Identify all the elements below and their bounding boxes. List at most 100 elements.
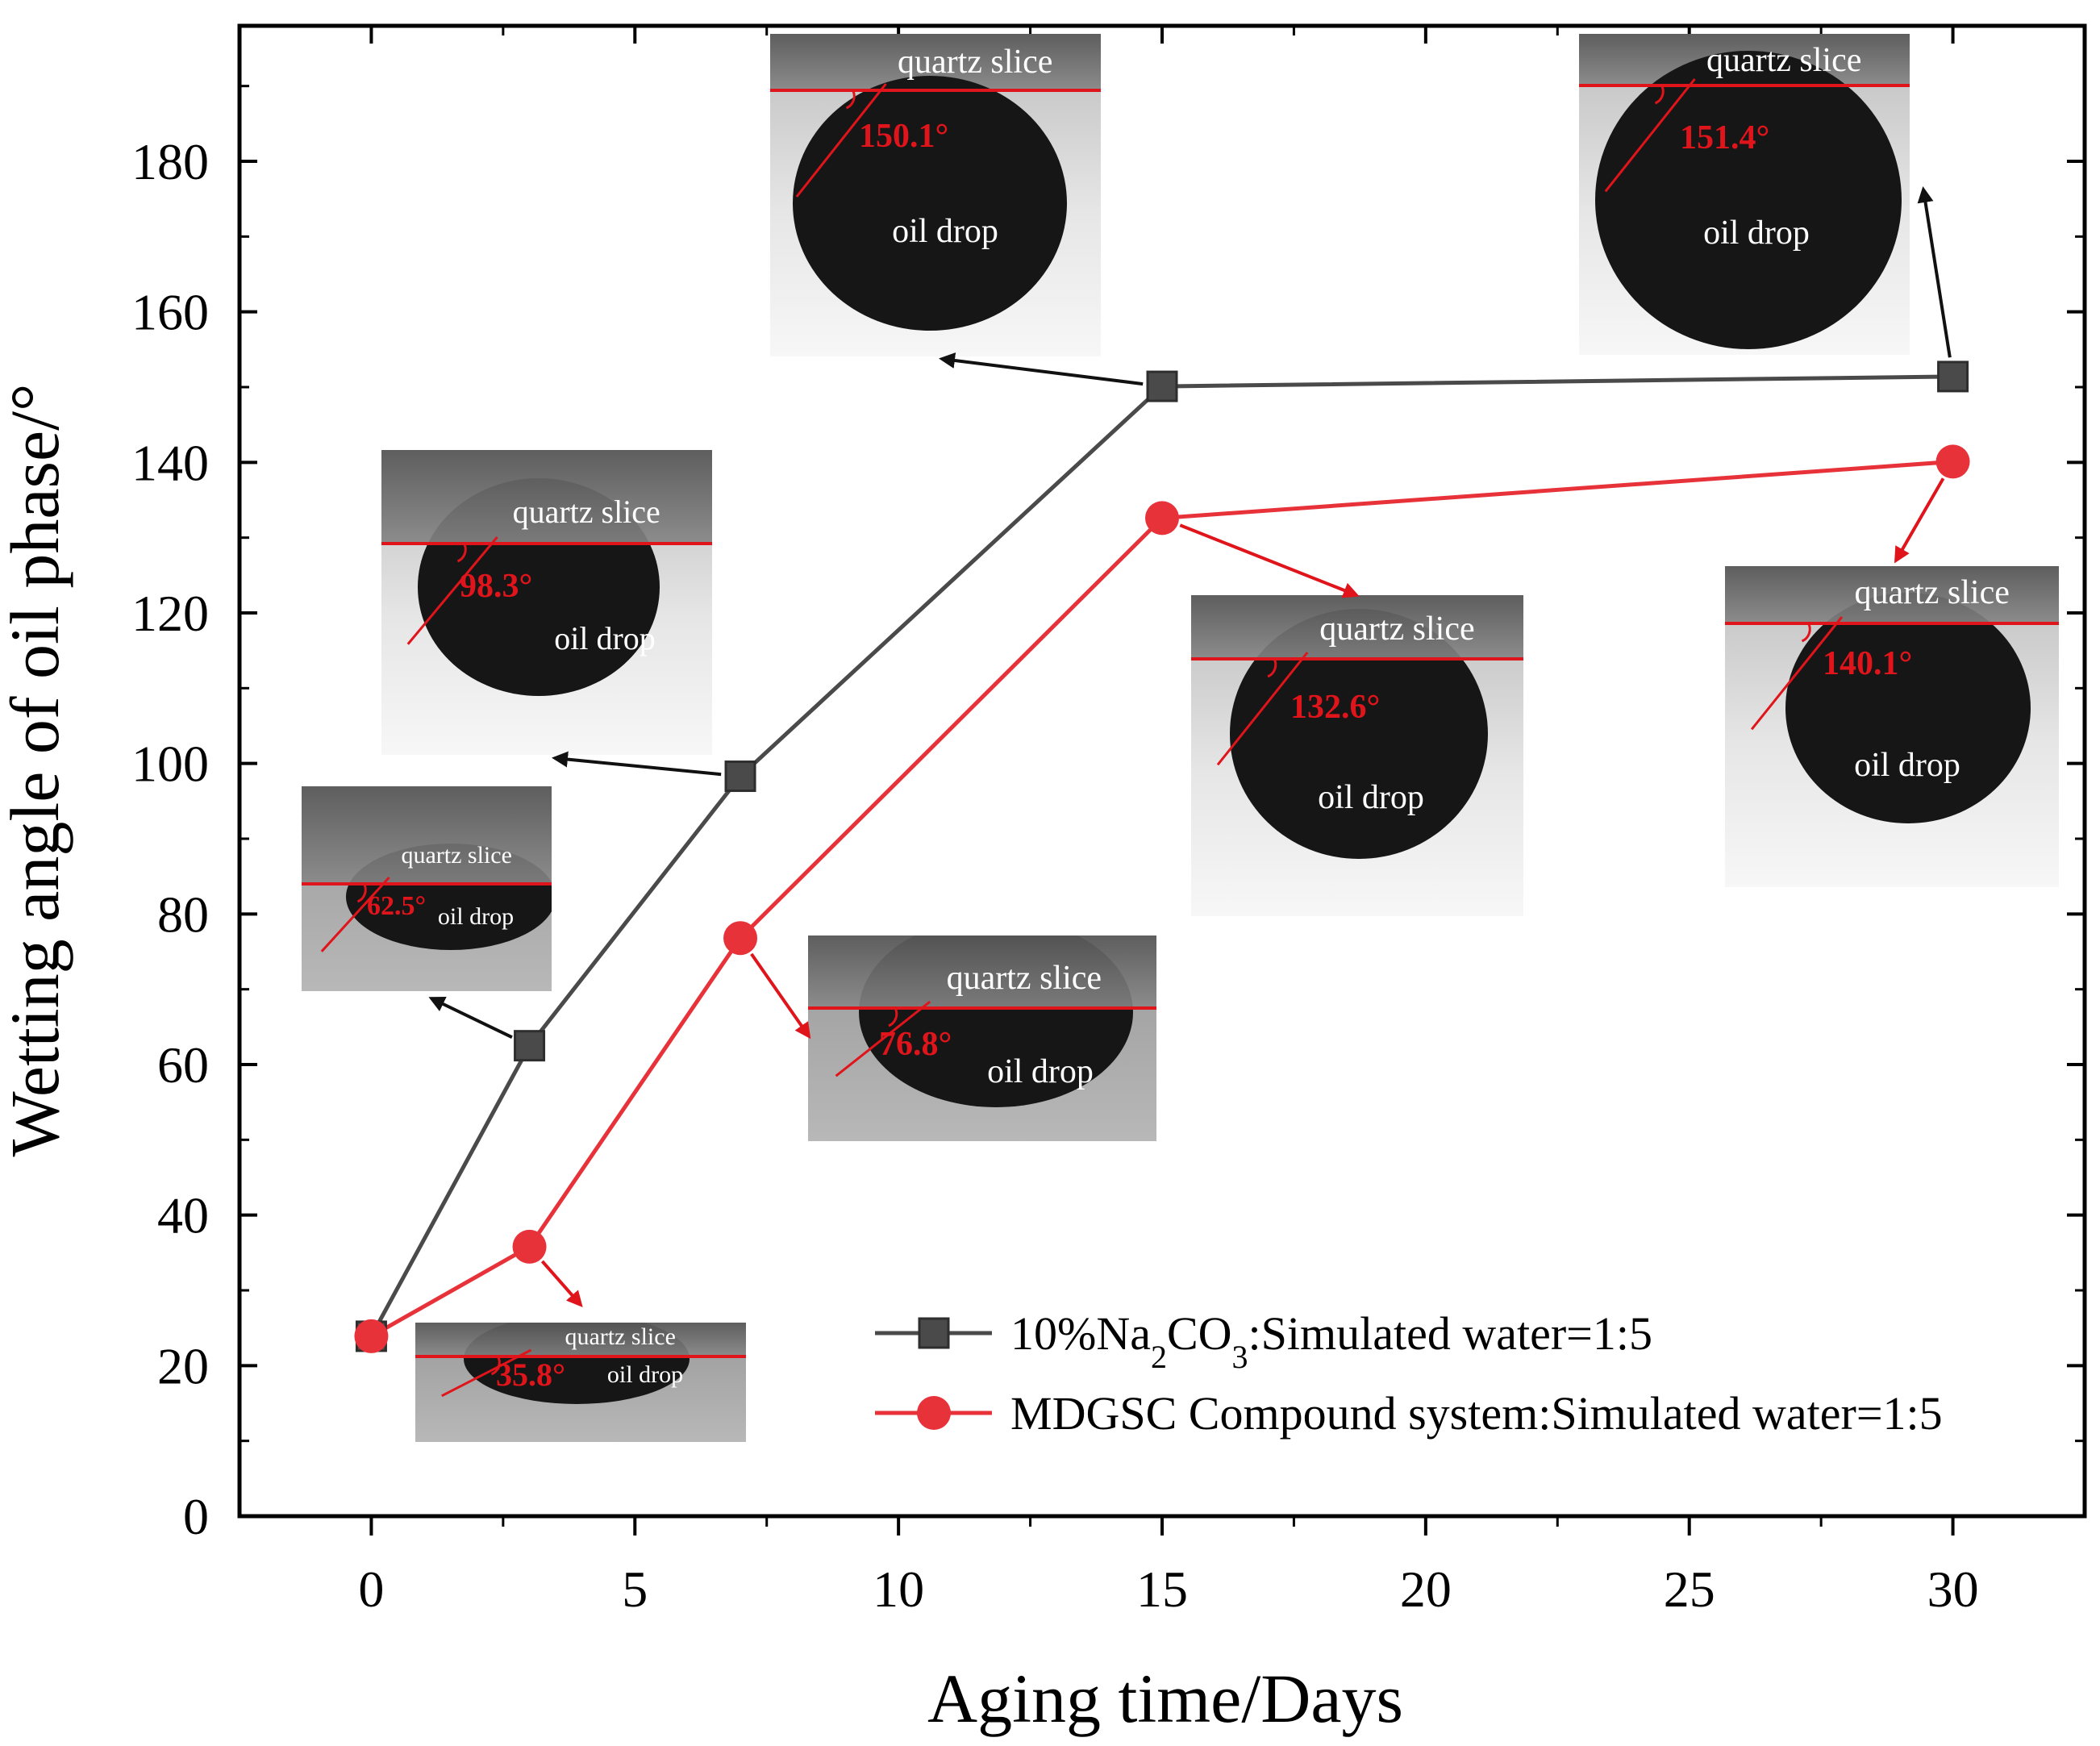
oil-drop-label: oil drop <box>438 903 514 930</box>
legend-text-part: 10%Na <box>1010 1307 1151 1360</box>
y-tick-label: 0 <box>183 1488 209 1545</box>
inset-image: quartz slice oil drop 150.1° <box>770 34 1101 356</box>
quartz-slice-label: quartz slice <box>401 842 511 869</box>
data-point-circle-day-30 <box>1935 444 1970 479</box>
x-tick-label: 10 <box>873 1561 924 1618</box>
tangent-line <box>441 1348 532 1398</box>
x-tick-label: 20 <box>1400 1561 1452 1618</box>
quartz-slice-overlay <box>1725 566 2059 623</box>
oil-drop-shape <box>1230 609 1488 859</box>
oil-drop-label: oil drop <box>1703 215 1810 252</box>
angle-arc <box>1654 85 1665 105</box>
contact-angle-value: 62.5° <box>367 891 426 921</box>
arrow-to-inset-98-3deg <box>552 751 722 777</box>
x-axis-ticks: 0 5 10 15 20 25 30 <box>358 26 1979 1618</box>
arrow-to-inset-62-5deg <box>428 996 513 1040</box>
y-tick-label: 100 <box>131 735 209 793</box>
inset-35-8deg: quartz slice oil drop 35.8° <box>415 1323 746 1442</box>
oil-drop-label: oil drop <box>607 1361 683 1388</box>
legend-label-1: MDGSC Compound system:Simulated water=1:… <box>1010 1387 1943 1440</box>
angle-arc <box>1267 658 1277 678</box>
data-point-square-day-3 <box>514 1030 546 1062</box>
legend-text-part: 2 <box>1151 1339 1167 1375</box>
quartz-slice-overlay <box>808 936 1156 1008</box>
x-tick-label: 25 <box>1664 1561 1715 1618</box>
contact-angle-value: 150.1° <box>859 118 948 155</box>
quartz-slice-label: quartz slice <box>947 960 1102 997</box>
contact-angle-value: 132.6° <box>1290 689 1380 726</box>
data-point-square-day-7 <box>724 760 756 793</box>
angle-arc <box>1801 623 1811 643</box>
oil-drop-label: oil drop <box>554 620 656 656</box>
legend-text-part: CO <box>1167 1307 1232 1360</box>
arrow-to-inset-132-6deg <box>1179 523 1360 598</box>
legend-text-part: 3 <box>1232 1339 1248 1375</box>
inset-62-5deg: quartz slice oil drop 62.5° <box>302 786 552 991</box>
tangent-line <box>1216 652 1309 766</box>
arrow-to-inset-140-1deg <box>1894 477 1945 564</box>
angle-arc <box>845 90 856 110</box>
inset-132-6deg: quartz slice oil drop 132.6° <box>1191 595 1523 916</box>
data-point-square-day-30 <box>1937 360 1969 393</box>
inset-image: quartz slice oil drop 76.8° <box>808 936 1156 1141</box>
y-tick-label: 160 <box>131 284 209 341</box>
arrow-to-inset-76-8deg <box>750 952 811 1040</box>
arrow-to-inset-35-8deg <box>540 1260 583 1308</box>
data-point-circle-day-15 <box>1145 501 1179 535</box>
quartz-slice-overlay <box>415 1323 746 1356</box>
arrow-to-inset-150-1deg <box>939 352 1144 386</box>
legend-marker-circle <box>917 1396 951 1430</box>
x-tick-label: 0 <box>358 1561 384 1618</box>
y-tick-label: 140 <box>131 434 209 491</box>
quartz-slice-overlay <box>1191 595 1523 659</box>
contact-angle-value: 76.8° <box>879 1026 952 1063</box>
tangent-line <box>1750 616 1844 731</box>
droplet-insets: quartz slice oil drop 62.5° quartz slice oil… <box>302 34 2059 1442</box>
angle-arc <box>356 883 367 903</box>
legend-text-part: MDGSC Compound system:Simulated water=1:… <box>1010 1387 1943 1440</box>
inset-image: quartz slice oil drop 140.1° <box>1725 566 2059 887</box>
inset-98-3deg: quartz slice oil drop 98.3° <box>381 450 712 755</box>
annotation-arrows <box>428 186 1952 1308</box>
inset-151-4deg: quartz slice oil drop 151.4° <box>1579 34 1910 355</box>
data-point-square-day-15 <box>1146 370 1178 402</box>
quartz-slice-label: quartz slice <box>1854 574 2009 611</box>
angle-arc <box>888 1007 898 1027</box>
tangent-line <box>795 83 887 198</box>
oil-drop-label: oil drop <box>987 1053 1094 1090</box>
y-tick-label: 80 <box>157 886 209 943</box>
y-tick-label: 20 <box>157 1337 209 1394</box>
oil-drop-label: oil drop <box>892 213 998 250</box>
legend-marker-square <box>918 1317 950 1349</box>
contact-angle-value: 140.1° <box>1823 645 1912 682</box>
data-point-circle-day-0 <box>354 1319 389 1353</box>
tangent-line <box>320 876 390 952</box>
y-tick-label: 180 <box>131 133 209 190</box>
inset-image: quartz slice oil drop 132.6° <box>1191 595 1523 916</box>
y-tick-label: 60 <box>157 1036 209 1094</box>
legend-label-0: 10%Na2CO3:Simulated water=1:5 <box>1010 1307 1652 1375</box>
tangent-line <box>1604 78 1696 193</box>
oil-drop-shape <box>1785 593 2031 823</box>
data-point-circle-day-3 <box>512 1229 547 1264</box>
y-axis-title: Wetting angle of oil phase/° <box>0 384 73 1157</box>
quartz-slice-label: quartz slice <box>1319 610 1474 648</box>
quartz-slice-overlay <box>381 450 712 544</box>
oil-drop-label: oil drop <box>1854 747 1960 784</box>
legend-text-part: :Simulated water=1:5 <box>1248 1307 1652 1360</box>
contact-angle-value: 35.8° <box>496 1356 565 1393</box>
inset-150-1deg: quartz slice oil drop 150.1° <box>770 34 1101 356</box>
x-tick-label: 5 <box>622 1561 648 1618</box>
inset-image: quartz slice oil drop 98.3° <box>381 450 712 755</box>
tangent-line <box>406 536 498 645</box>
data-point-circle-day-7 <box>723 921 758 956</box>
inset-image: quartz slice oil drop 62.5° <box>302 786 552 991</box>
angle-arc <box>490 1356 501 1376</box>
inset-image: quartz slice oil drop 35.8° <box>415 1323 746 1442</box>
oil-drop-shape <box>1595 51 1902 349</box>
quartz-slice-label: quartz slice <box>513 494 660 530</box>
oil-drop-shape <box>793 76 1067 331</box>
inset-image: quartz slice oil drop 151.4° <box>1579 34 1910 355</box>
quartz-slice-label: quartz slice <box>1706 42 1861 79</box>
